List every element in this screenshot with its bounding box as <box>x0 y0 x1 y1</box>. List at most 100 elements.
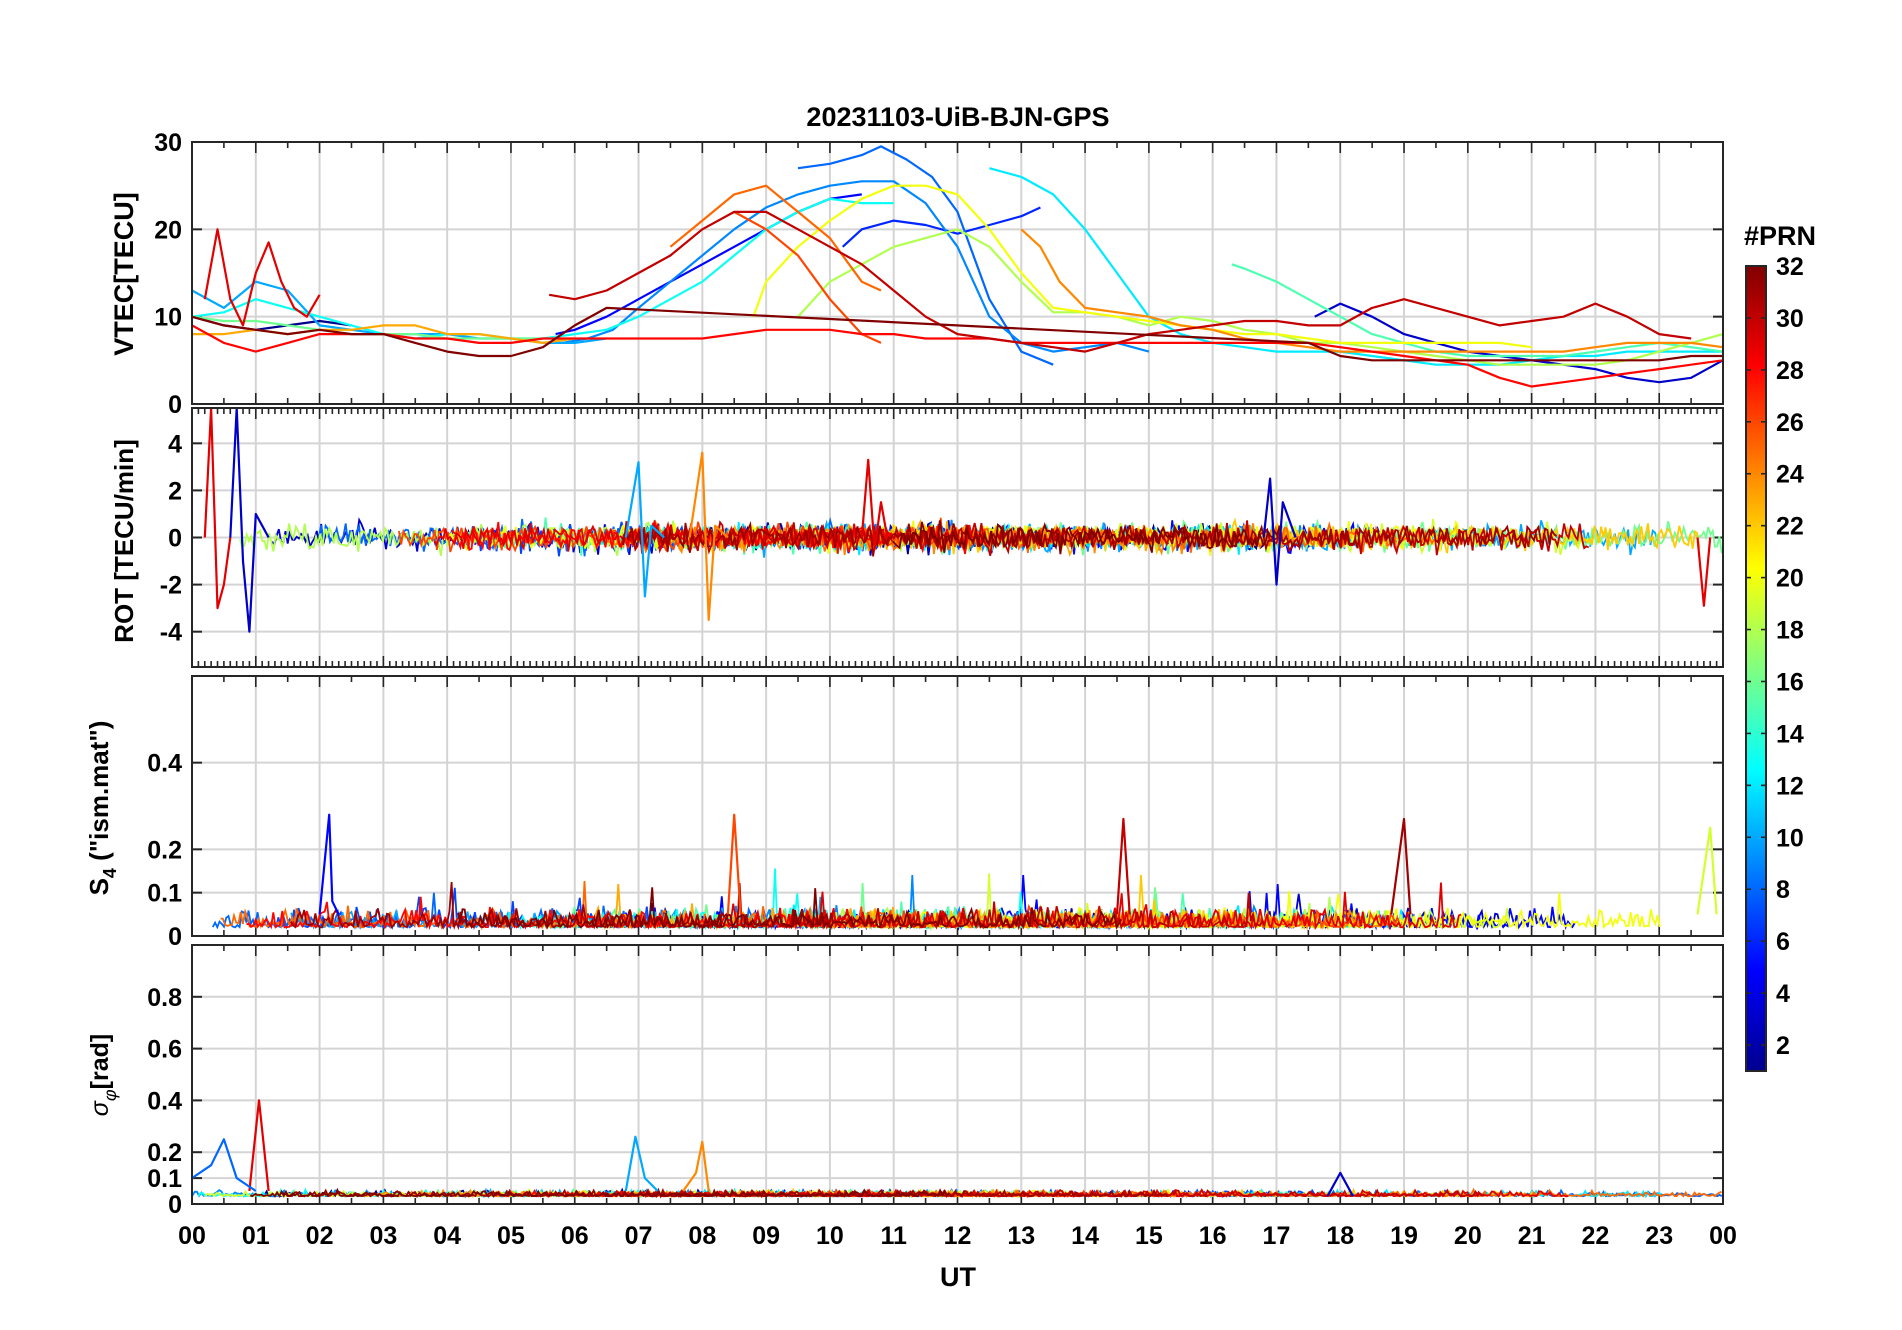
y-tick-label: 10 <box>154 304 182 332</box>
prn-3-line <box>229 408 270 633</box>
x-tick-label: 17 <box>1263 1222 1291 1250</box>
s4-ylabel-main: S <box>84 878 114 895</box>
prn-3-line <box>1314 302 1723 384</box>
colorbar-label: #PRN <box>1744 221 1816 251</box>
prn-noise-line <box>284 1187 1169 1199</box>
prn-24-line <box>1020 228 1723 353</box>
series-group <box>192 1099 1723 1199</box>
sigma-phi-ylabel-rest: [rad] <box>86 1034 114 1090</box>
vtec-panel: 0 10 20 30 <box>154 129 1724 419</box>
y-tick-label: 0 <box>168 1191 182 1219</box>
y-tick-label: 0.1 <box>147 880 182 908</box>
colorbar-tick-label: 2 <box>1776 1032 1790 1060</box>
colorbar-tick-label: 16 <box>1776 668 1804 696</box>
prn-29-line <box>203 228 321 327</box>
vtec-ylabel: VTEC[TECU] <box>109 192 139 356</box>
y-tick-label: 0.2 <box>147 1139 182 1167</box>
colorbar-tick-label: 30 <box>1776 305 1804 333</box>
colorbar-tick-label: 28 <box>1776 357 1804 385</box>
prn-20-line <box>752 184 1532 349</box>
colorbar-tick-label: 14 <box>1776 720 1804 748</box>
x-tick-label: 09 <box>752 1222 780 1250</box>
prn-26-line <box>733 210 882 344</box>
colorbar-tick-label: 8 <box>1776 876 1790 904</box>
sigma-phi-ylabel: σφ[rad] <box>86 1034 120 1116</box>
x-tick-label: 08 <box>688 1222 716 1250</box>
prn-noise-line <box>892 520 1281 555</box>
colorbar-tick-label: 10 <box>1776 824 1804 852</box>
x-tick-label: 11 <box>880 1222 907 1250</box>
prn-3-line <box>1262 477 1297 586</box>
prn-5-line <box>318 813 340 915</box>
y-tick-label: -2 <box>160 572 182 600</box>
prn-6-line <box>841 206 1041 248</box>
colorbar-tick-label: 22 <box>1776 513 1804 541</box>
colorbar-tick-label: 18 <box>1776 617 1804 645</box>
y-tick-label: 20 <box>154 216 182 244</box>
colorbar-tick-label: 26 <box>1776 409 1804 437</box>
prn-noise-line <box>813 892 1266 931</box>
axes-frame <box>191 675 1724 937</box>
x-tick-label: 21 <box>1518 1222 1546 1250</box>
x-axis-label: UT <box>940 1262 976 1292</box>
y-tick-label: 0 <box>168 923 182 951</box>
x-tick-label: 12 <box>944 1222 972 1250</box>
x-tick-labels: 00 01 02 03 04 05 06 07 08 09 10 11 12 13 14 15 16 17 18 19… <box>178 1222 1737 1250</box>
prn-noise-line <box>290 882 835 931</box>
sigma-phi-panel: 00.10.2 0.4 0.6 0.8 <box>147 944 1724 1219</box>
prn-29-line <box>203 408 232 610</box>
y-tick-label: 0.2 <box>147 836 182 864</box>
x-tick-label: 06 <box>561 1222 589 1250</box>
prn-15-line <box>1231 263 1723 358</box>
y-tick-label: 0.8 <box>147 984 182 1012</box>
colorbar-tick-label: 4 <box>1776 980 1790 1008</box>
series-group <box>192 145 1723 388</box>
prn-9-line <box>561 180 1150 353</box>
x-tick-label: 23 <box>1645 1222 1673 1250</box>
colorbar-gradient <box>1745 265 1767 1072</box>
prn-8-line <box>797 145 1054 366</box>
prn-24-line <box>688 451 729 621</box>
x-tick-label: 20 <box>1454 1222 1482 1250</box>
prn-3-line <box>1326 1171 1354 1197</box>
y-tick-label: 0.4 <box>147 1087 182 1115</box>
x-tick-label: 14 <box>1071 1222 1099 1250</box>
axes-frame <box>191 407 1724 668</box>
prn-noise-line <box>457 887 1122 930</box>
colorbar-tick-label: 20 <box>1776 565 1804 593</box>
x-tick-label: 07 <box>625 1222 653 1250</box>
y-tick-label: 0 <box>168 525 182 553</box>
prn-29-line <box>860 458 889 551</box>
colorbar-tick-label: 24 <box>1776 461 1804 489</box>
y-tick-label: 0 <box>168 391 182 419</box>
y-tick-label: 30 <box>154 129 182 157</box>
prn-10-line <box>624 461 665 598</box>
s4-ylabel: S4 ("ism.mat") <box>84 721 120 896</box>
prn-noise-line <box>628 1188 1485 1198</box>
prn-12-line <box>989 167 1723 366</box>
y-tick-label: 0.1 <box>147 1165 182 1193</box>
x-tick-label: 04 <box>433 1222 461 1250</box>
prn-noise-line <box>250 1187 950 1199</box>
prn-25-line <box>669 184 882 292</box>
sigma-phi-ylabel-main: σ <box>86 1100 114 1116</box>
prn-29-line <box>1696 537 1712 607</box>
x-tick-label: 03 <box>369 1222 397 1250</box>
axes-frame <box>191 944 1724 1205</box>
axes-frame <box>191 141 1724 405</box>
prn-26-line <box>726 813 742 915</box>
x-tick-label: 10 <box>816 1222 844 1250</box>
series-group <box>211 813 1718 931</box>
colorbar-tick-label: 32 <box>1776 253 1804 281</box>
colorbar-tick-label: 6 <box>1776 928 1790 956</box>
s4-ylabel-sub: 4 <box>100 868 120 878</box>
prn-10-line <box>624 1135 659 1192</box>
y-tick-label: 0.4 <box>147 750 182 778</box>
rot-panel: -4 -2 0 2 4 <box>160 407 1724 668</box>
prn-8-line <box>192 1138 257 1192</box>
x-tick-label: 05 <box>497 1222 525 1250</box>
prn-30-line <box>549 210 1692 353</box>
x-tick-label: 02 <box>306 1222 334 1250</box>
y-tick-label: 2 <box>168 477 182 505</box>
